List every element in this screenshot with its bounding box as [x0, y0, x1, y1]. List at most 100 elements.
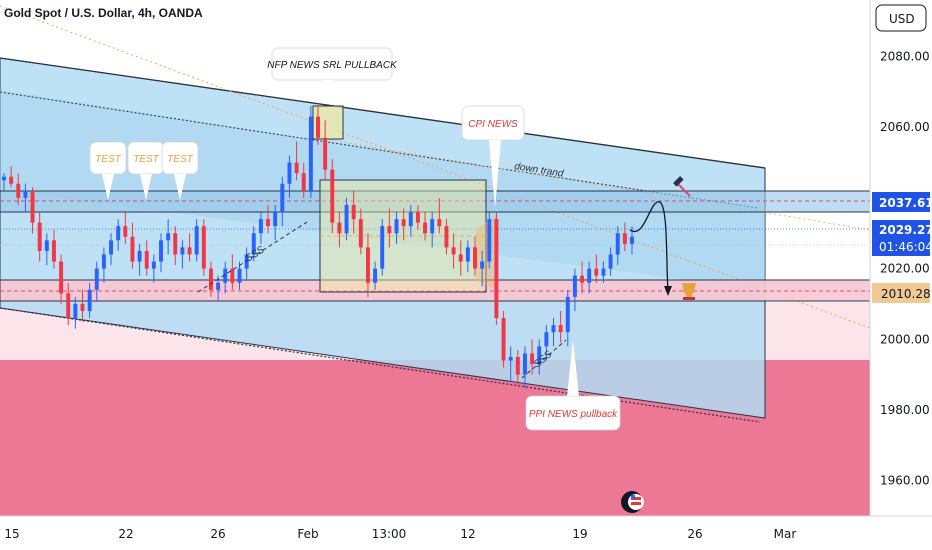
candle-body — [9, 176, 14, 184]
candle[interactable] — [23, 183, 28, 213]
candle[interactable] — [37, 212, 42, 262]
candle[interactable] — [180, 240, 185, 269]
candle[interactable] — [365, 233, 370, 297]
candle[interactable] — [415, 204, 420, 230]
candle[interactable] — [130, 222, 135, 269]
candle[interactable] — [494, 212, 499, 326]
ppi-callout[interactable]: PPI NEWS pullback — [525, 340, 621, 431]
test-callout-1[interactable]: TEST — [89, 141, 127, 200]
candle[interactable] — [237, 261, 242, 290]
candle[interactable] — [465, 240, 470, 273]
candle[interactable] — [244, 247, 249, 280]
candle[interactable] — [294, 141, 299, 181]
candle[interactable] — [351, 190, 356, 234]
candle[interactable] — [151, 254, 156, 283]
candle[interactable] — [166, 219, 171, 255]
candle[interactable] — [73, 296, 78, 329]
candle[interactable] — [144, 240, 149, 276]
candle[interactable] — [387, 208, 392, 248]
test-callout-3[interactable]: TEST — [161, 141, 199, 200]
candle[interactable] — [330, 159, 335, 234]
candle[interactable] — [30, 187, 35, 234]
candle[interactable] — [473, 236, 477, 276]
candle[interactable] — [501, 311, 506, 368]
candle[interactable] — [66, 282, 71, 326]
candle[interactable] — [44, 233, 49, 266]
candle[interactable] — [537, 339, 542, 375]
candle[interactable] — [515, 349, 520, 386]
candle[interactable] — [487, 212, 492, 269]
candle[interactable] — [551, 318, 556, 347]
nfp-callout[interactable]: NFP NEWS SRL PULLBACK — [267, 47, 398, 104]
candle[interactable] — [173, 226, 178, 266]
orange-dotted-line-2 — [329, 139, 871, 231]
candle[interactable] — [287, 155, 292, 198]
candle[interactable] — [323, 120, 328, 181]
candle[interactable] — [565, 289, 570, 347]
candle[interactable] — [522, 346, 527, 389]
candle-body — [330, 169, 335, 223]
candle[interactable] — [480, 250, 485, 287]
candle[interactable] — [358, 208, 363, 255]
us-flag-event-icon[interactable] — [621, 491, 644, 513]
candle[interactable] — [280, 176, 285, 227]
candle[interactable] — [216, 275, 221, 301]
candle[interactable] — [51, 229, 56, 269]
candle[interactable] — [258, 212, 263, 244]
candle-body — [230, 268, 235, 283]
candle[interactable] — [273, 204, 278, 241]
candle[interactable] — [137, 243, 142, 276]
candle[interactable] — [159, 233, 163, 273]
candle[interactable] — [437, 197, 442, 234]
candle[interactable] — [615, 226, 620, 266]
candle[interactable] — [201, 219, 206, 276]
candle[interactable] — [187, 233, 192, 262]
candle[interactable] — [444, 219, 449, 255]
candle[interactable] — [80, 289, 85, 322]
candle[interactable] — [2, 173, 6, 191]
candle[interactable] — [622, 222, 627, 251]
candle[interactable] — [580, 261, 585, 294]
candle[interactable] — [301, 162, 306, 198]
candle[interactable] — [430, 212, 435, 248]
candle[interactable] — [558, 311, 563, 343]
candle[interactable] — [344, 197, 349, 241]
candle[interactable] — [401, 208, 406, 241]
candle[interactable] — [223, 261, 228, 294]
candle[interactable] — [101, 247, 106, 283]
candle[interactable] — [109, 233, 114, 266]
candle[interactable] — [587, 261, 592, 294]
candle[interactable] — [608, 247, 613, 276]
candle[interactable] — [208, 261, 213, 297]
candle[interactable] — [458, 240, 463, 276]
candle[interactable] — [337, 212, 342, 248]
candle[interactable] — [94, 261, 99, 301]
candle[interactable] — [87, 282, 92, 319]
candle[interactable] — [230, 254, 235, 290]
candle[interactable] — [451, 233, 456, 269]
candle[interactable] — [380, 219, 385, 276]
candle[interactable] — [266, 204, 271, 234]
candle[interactable] — [572, 268, 577, 312]
candle[interactable] — [59, 254, 64, 304]
candle[interactable] — [316, 106, 320, 145]
candle[interactable] — [530, 339, 535, 375]
currency-button[interactable]: USD — [875, 4, 927, 32]
candle[interactable] — [394, 212, 399, 244]
candle[interactable] — [373, 261, 378, 290]
candle[interactable] — [601, 261, 606, 283]
candle[interactable] — [408, 204, 413, 237]
candle[interactable] — [594, 254, 599, 283]
candle[interactable] — [123, 212, 128, 244]
candle[interactable] — [508, 346, 513, 382]
candle[interactable] — [308, 106, 313, 198]
candle-body — [237, 268, 242, 283]
cpi-callout[interactable]: CPI NEWS — [461, 105, 525, 208]
candle[interactable] — [423, 212, 428, 241]
candle[interactable] — [544, 325, 549, 361]
candle[interactable] — [16, 173, 21, 205]
candle[interactable] — [9, 166, 14, 188]
candle[interactable] — [116, 219, 121, 251]
candle[interactable] — [194, 219, 199, 262]
